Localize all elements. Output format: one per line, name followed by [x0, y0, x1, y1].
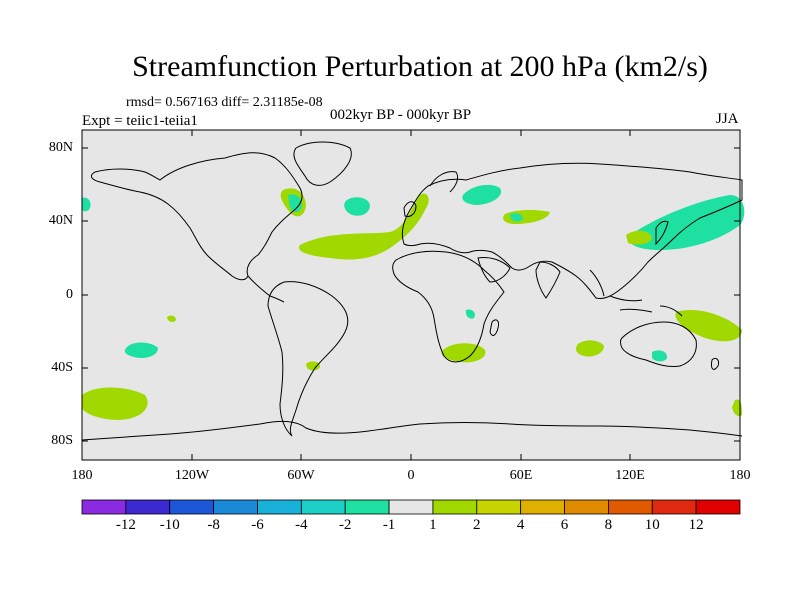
lon-label: 180 [729, 468, 751, 483]
scandinavia-coast [429, 171, 459, 193]
india-coast [535, 261, 561, 299]
africa-coast [392, 250, 505, 363]
positive-anomaly [576, 340, 604, 357]
negative-anomaly [510, 213, 523, 222]
colorbar-label: -10 [159, 517, 180, 533]
axis-ticks [81, 130, 741, 460]
madagascar-coast [489, 319, 499, 336]
negative-anomaly [465, 309, 475, 319]
colorbar-swatch [651, 499, 697, 515]
positive-anomaly [675, 310, 742, 342]
japan-coast [655, 220, 669, 246]
colorbar-label: -2 [338, 517, 352, 533]
positive-anomaly [441, 343, 486, 363]
colorbar-swatch [125, 499, 171, 515]
period-label: 002kyr BP - 000kyr BP [330, 107, 472, 123]
australia-coast [620, 321, 697, 367]
colorbar-label: 4 [516, 517, 525, 533]
negative-anomaly [652, 350, 668, 362]
colorbar-label: -1 [382, 517, 396, 533]
lon-label: 120E [615, 468, 645, 483]
colorbar-swatch [608, 499, 653, 515]
lon-label: 120W [174, 468, 210, 483]
se-asia-coast [589, 269, 683, 317]
colorbar-label: 12 [688, 517, 704, 533]
lat-label: 0 [66, 287, 73, 302]
negative-anomaly [288, 194, 302, 213]
colorbar-swatch [564, 499, 609, 515]
lon-label: 0 [407, 468, 415, 483]
negative-anomaly [124, 342, 158, 358]
colorbar-swatch [432, 499, 478, 515]
arabia-coast [477, 257, 511, 283]
colorbar-label: -6 [251, 517, 264, 533]
south-america-coast [267, 281, 349, 437]
north-america-coast [90, 152, 303, 281]
lat-label: 40N [48, 213, 73, 228]
colorbar-swatch [213, 499, 258, 515]
season-label: JJA [716, 111, 739, 127]
positive-anomaly [306, 361, 321, 371]
colorbar-label: 1 [429, 517, 437, 533]
experiment-label: Expt = teiic1-teiia1 [82, 113, 198, 129]
colorbar-swatch [344, 499, 390, 515]
colorbar-label: 10 [644, 517, 660, 533]
colorbar [81, 499, 741, 515]
lat-label: 80N [48, 140, 73, 155]
lat-label: 40S [51, 360, 73, 375]
lon-label: 60W [287, 468, 315, 483]
colorbar-label: -12 [115, 517, 136, 533]
positive-anomaly [299, 193, 429, 260]
colorbar-label: 8 [604, 517, 613, 533]
colorbar-label: 6 [560, 517, 569, 533]
colorbar-swatch [695, 499, 741, 515]
new-zealand-coast [711, 357, 719, 370]
negative-anomaly [629, 195, 745, 250]
antarctica-coast [81, 420, 743, 441]
negative-anomaly [82, 197, 91, 212]
colorbar-swatch [476, 499, 522, 515]
lat-label: 80S [51, 433, 73, 448]
colorbar-swatch [300, 499, 346, 515]
lon-label: 180 [71, 468, 93, 483]
map-background [82, 130, 740, 460]
positive-anomaly [626, 230, 652, 245]
colorbar-swatch [81, 499, 127, 515]
colorbar-label: -8 [207, 517, 220, 533]
stats-label: rmsd= 0.567163 diff= 2.31185e-08 [126, 95, 323, 110]
map-title: Streamfunction Perturbation at 200 hPa (… [132, 50, 708, 83]
positive-anomaly [82, 387, 148, 420]
colorbar-label: 2 [473, 517, 481, 533]
colorbar-swatch [520, 499, 565, 515]
colorbar-swatch [388, 499, 434, 515]
anomaly-contours [82, 184, 745, 420]
colorbar-label: -4 [295, 517, 308, 533]
greenland-coast [293, 141, 352, 186]
eurasia-coast [401, 162, 743, 299]
positive-anomaly [167, 315, 176, 322]
negative-anomaly [344, 197, 370, 216]
negative-anomaly [462, 184, 502, 205]
colorbar-swatch [257, 499, 302, 515]
british-isles-coast [403, 201, 417, 217]
colorbar-swatch [169, 499, 215, 515]
coastlines [81, 141, 743, 441]
lon-label: 60E [509, 468, 533, 483]
